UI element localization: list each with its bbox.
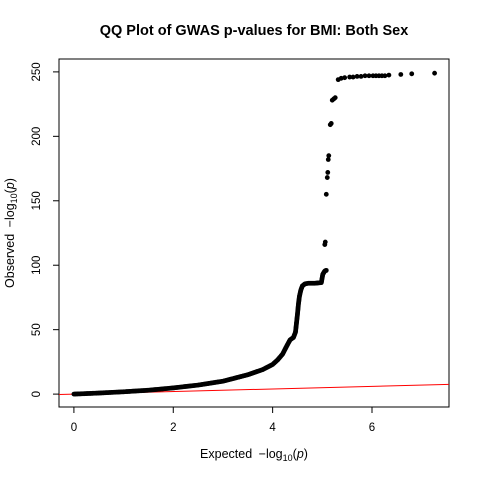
data-point (362, 73, 368, 79)
data-point (323, 267, 329, 273)
y-tick-label: 150 (31, 191, 43, 210)
y-tick-label: 200 (31, 127, 43, 146)
data-point (350, 74, 356, 80)
data-points (71, 70, 437, 397)
x-axis: 0 2 4 6 (71, 406, 375, 434)
y-tick-label: 0 (31, 391, 43, 397)
data-point (326, 153, 332, 159)
x-tick-label: 4 (269, 422, 276, 434)
data-point (382, 73, 388, 79)
chart-title: QQ Plot of GWAS p-values for BMI: Both S… (100, 23, 409, 39)
data-point (354, 74, 360, 79)
data-point (342, 75, 348, 81)
data-point (323, 191, 329, 197)
data-point (347, 74, 353, 80)
data-point (322, 239, 328, 245)
data-point (398, 72, 404, 77)
y-axis: 0 50 100 150 200 250 (31, 62, 60, 397)
data-point (386, 72, 392, 78)
data-point (325, 170, 331, 175)
y-tick-label: 100 (31, 256, 43, 275)
x-axis-label: Expected −log10(p) (200, 447, 308, 463)
data-point (332, 95, 338, 101)
data-point (328, 121, 334, 126)
x-tick-label: 2 (170, 422, 176, 434)
data-point (409, 71, 415, 77)
data-point (324, 175, 330, 180)
data-point (358, 74, 364, 79)
data-point (366, 73, 372, 79)
data-point (325, 157, 331, 162)
y-tick-label: 250 (31, 62, 43, 81)
data-point (432, 70, 437, 76)
plot-frame (58, 58, 450, 408)
y-axis-label: Observed −log10(p) (3, 178, 19, 288)
x-tick-label: 0 (71, 422, 77, 434)
x-tick-label: 6 (369, 422, 375, 434)
y-tick-label: 50 (31, 323, 43, 336)
